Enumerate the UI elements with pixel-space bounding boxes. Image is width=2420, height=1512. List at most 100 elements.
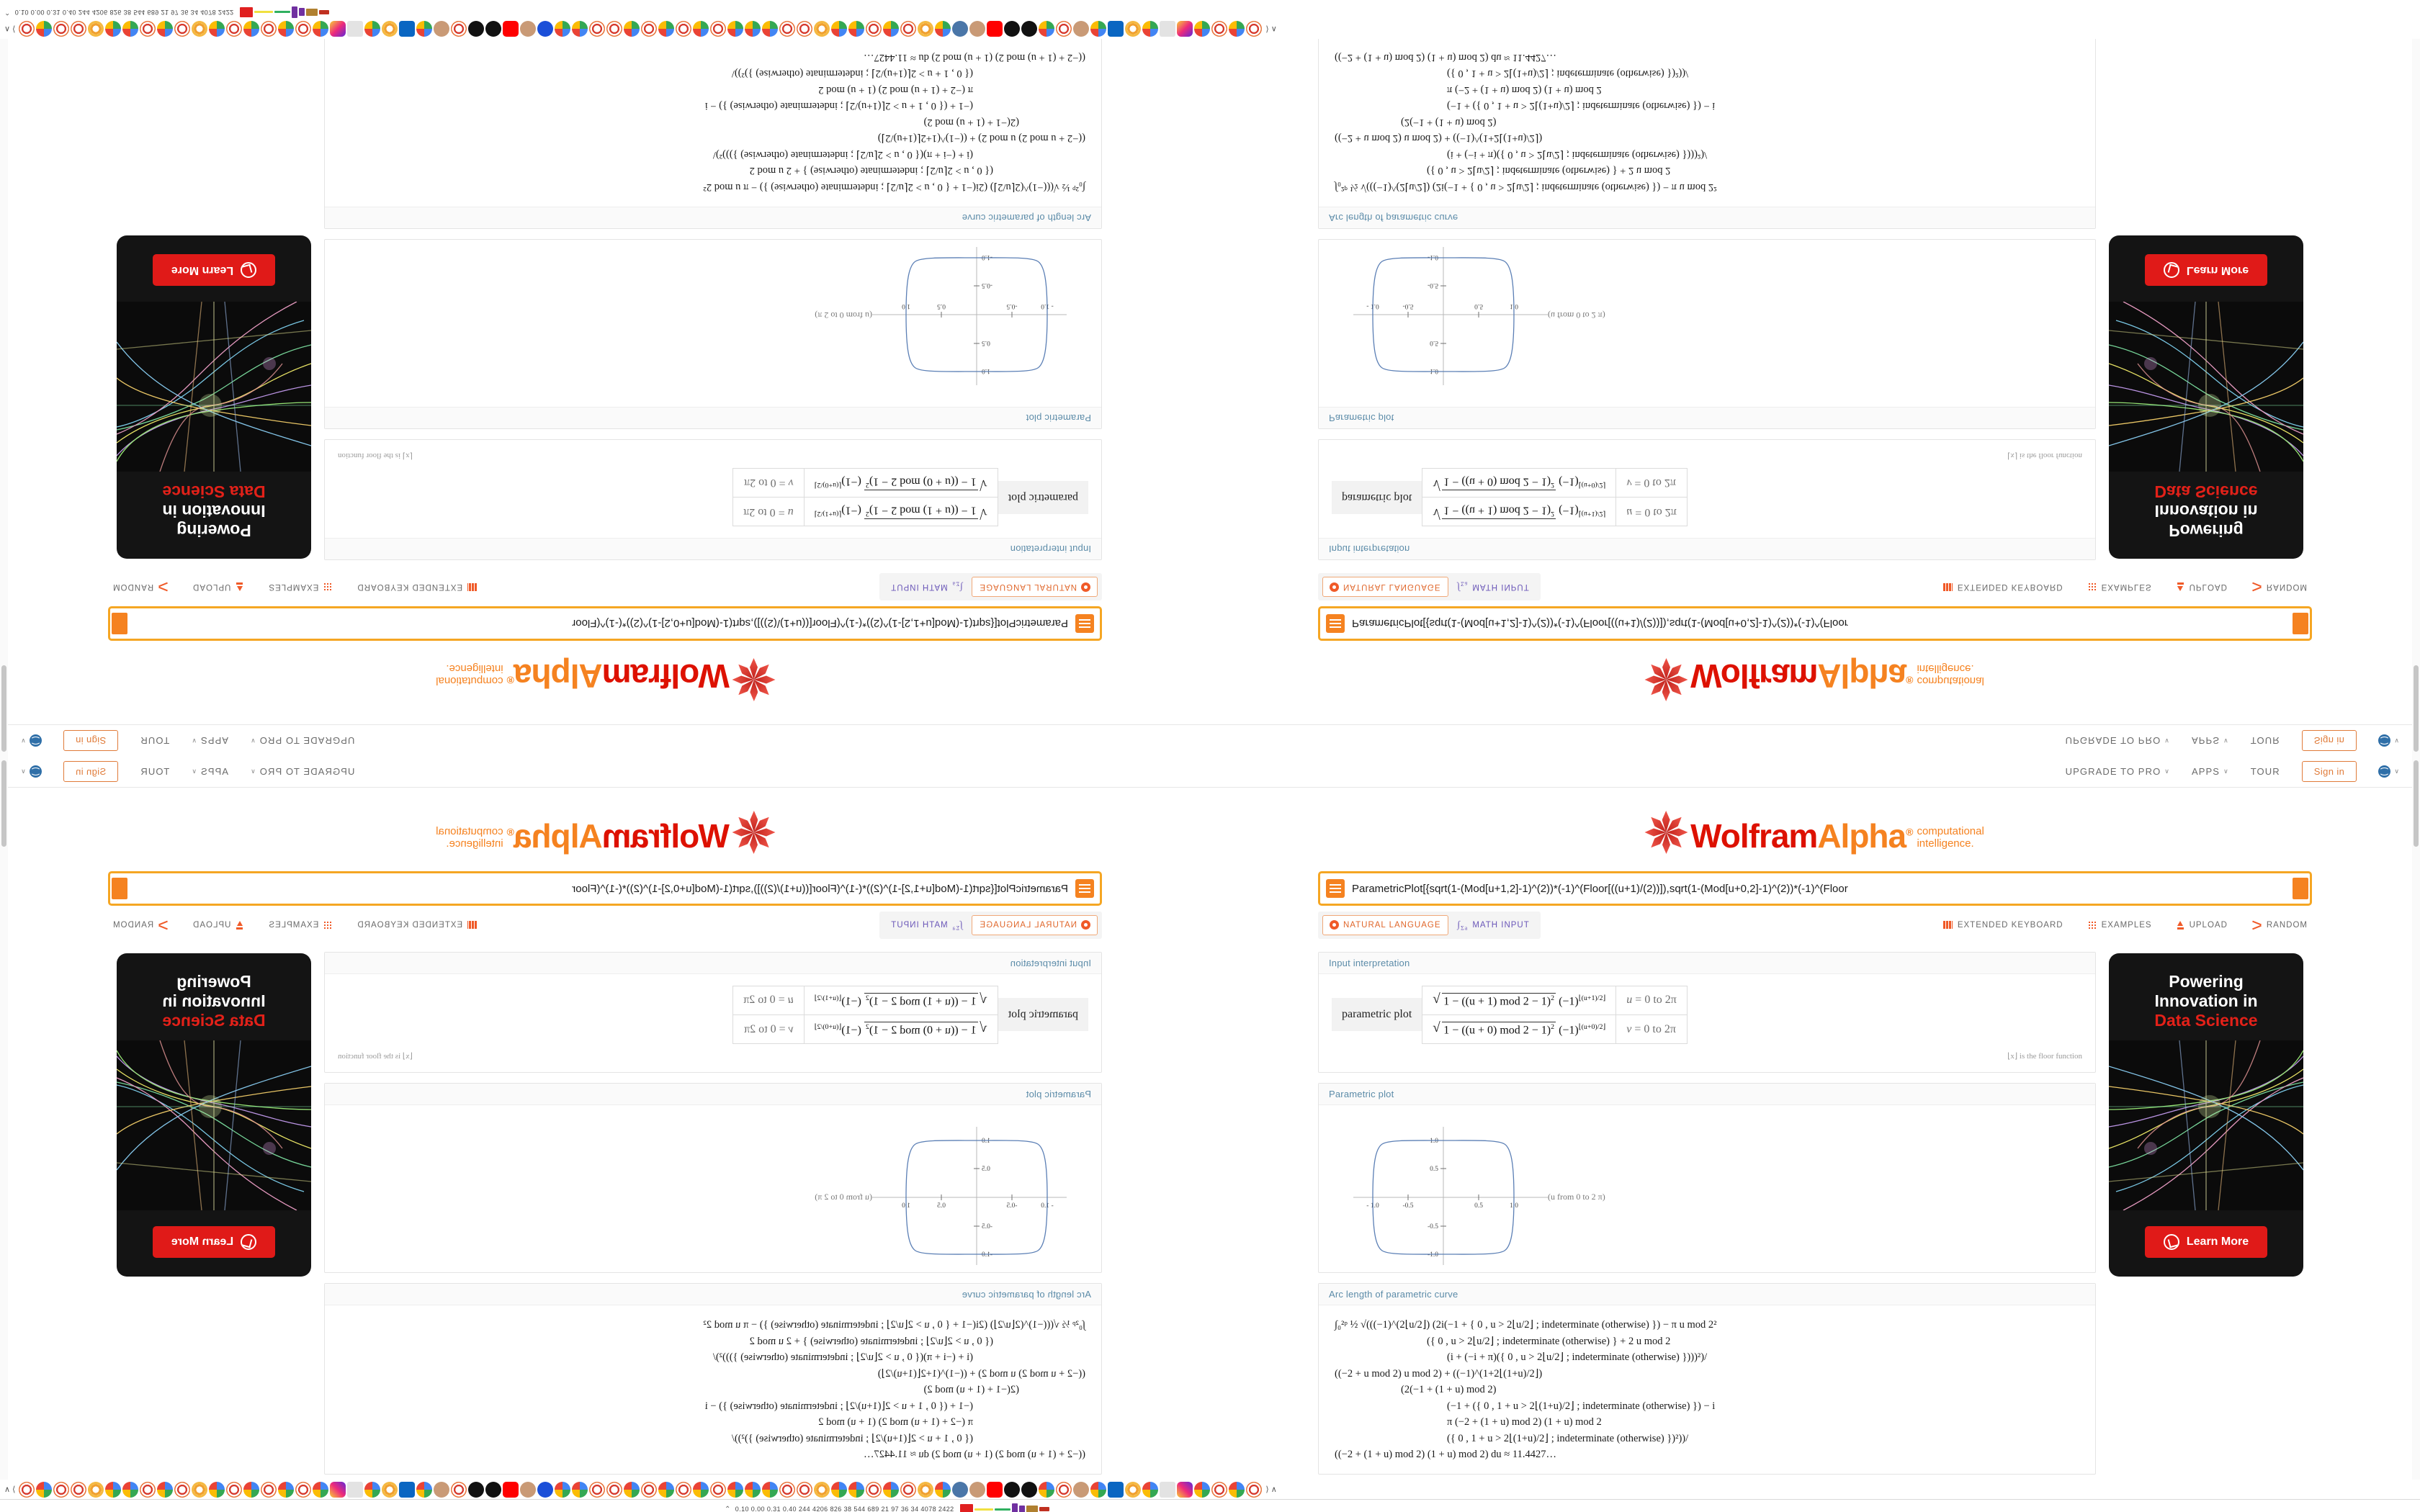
tab-favicon[interactable] <box>1125 1481 1142 1498</box>
tool-extended-keyboard[interactable]: EXTENDED KEYBOARD <box>357 921 478 930</box>
nav-apps[interactable]: APPS ∨ <box>191 735 228 746</box>
search-box[interactable] <box>108 871 1102 906</box>
tab-favicon[interactable] <box>140 1481 156 1498</box>
tab-favicon[interactable] <box>88 21 104 37</box>
language-selector[interactable]: ∨ <box>20 765 42 778</box>
mode-natural-language[interactable]: NATURAL LANGUAGE <box>1322 577 1448 597</box>
tab-favicon[interactable] <box>416 1481 433 1498</box>
tab-favicon[interactable] <box>468 21 485 37</box>
tab-favicon[interactable] <box>1021 21 1038 37</box>
search-submit-button[interactable] <box>112 613 127 634</box>
tab-favicon[interactable] <box>658 21 675 37</box>
language-selector[interactable]: ∨ <box>2378 765 2400 778</box>
nav-tour[interactable]: TOUR <box>2251 766 2280 777</box>
sign-in-button[interactable]: Sign in <box>63 730 119 751</box>
search-input[interactable] <box>1345 617 2293 630</box>
tab-favicon[interactable] <box>1039 1481 1055 1498</box>
tab-favicon[interactable] <box>555 21 571 37</box>
tab-favicon[interactable] <box>140 21 156 37</box>
nav-upgrade-to-pro[interactable]: UPGRADE TO PRO ∨ <box>2066 735 2170 746</box>
tab-favicon[interactable] <box>952 1481 969 1498</box>
tab-favicon[interactable] <box>364 1481 381 1498</box>
tab-favicon[interactable] <box>1125 21 1142 37</box>
tab-favicon[interactable] <box>1073 21 1090 37</box>
tab-scroll-left-icon[interactable]: ∧ ⟨ <box>4 24 16 33</box>
tab-favicon[interactable] <box>1108 21 1124 37</box>
tab-favicon[interactable] <box>122 1481 139 1498</box>
tab-favicon[interactable] <box>278 1481 295 1498</box>
tab-favicon[interactable] <box>848 1481 865 1498</box>
tab-favicon[interactable] <box>243 21 260 37</box>
wolframalpha-logo[interactable]: WolframAlpha® computational intelligence… <box>0 788 1210 871</box>
tab-favicon[interactable] <box>382 1481 398 1498</box>
browser-tab-strip-top[interactable]: ∧ ⟨ ⟩ ∧ <box>0 20 2420 39</box>
tab-favicon[interactable] <box>572 1481 588 1498</box>
equals-menu-icon[interactable] <box>1326 879 1345 898</box>
tab-favicon[interactable] <box>192 1481 208 1498</box>
tab-favicon[interactable] <box>1090 1481 1107 1498</box>
tab-scroll-left-icon[interactable]: ∧ ⟨ <box>4 1485 16 1494</box>
tab-favicon[interactable] <box>399 21 416 37</box>
tab-favicon[interactable] <box>797 1481 813 1498</box>
mode-math-input[interactable]: ∫Σa MATH INPUT <box>1451 915 1536 935</box>
tab-favicon[interactable] <box>641 21 658 37</box>
nav-upgrade-to-pro[interactable]: UPGRADE TO PRO ∨ <box>250 735 354 746</box>
tab-favicon[interactable] <box>330 21 346 37</box>
mode-math-input[interactable]: ∫Σa MATH INPUT <box>1451 577 1536 597</box>
scrollbar-track[interactable] <box>0 22 8 756</box>
tab-favicon[interactable] <box>520 1481 537 1498</box>
mode-natural-language[interactable]: NATURAL LANGUAGE <box>972 915 1098 935</box>
sign-in-button[interactable]: Sign in <box>2301 761 2357 782</box>
learn-more-button[interactable]: Learn More <box>152 254 276 287</box>
tab-favicon[interactable] <box>105 1481 122 1498</box>
tab-favicon[interactable] <box>1211 21 1228 37</box>
tab-favicon[interactable] <box>88 1481 104 1498</box>
search-input[interactable] <box>127 882 1075 895</box>
tab-favicon[interactable] <box>122 21 139 37</box>
tab-favicon[interactable] <box>71 1481 87 1498</box>
tab-favicon[interactable] <box>485 21 502 37</box>
search-box[interactable] <box>108 606 1102 641</box>
nav-apps[interactable]: APPS ∨ <box>2192 766 2229 777</box>
tab-favicon[interactable] <box>1004 1481 1021 1498</box>
tab-favicon[interactable] <box>831 1481 848 1498</box>
tab-favicon[interactable] <box>710 1481 727 1498</box>
tab-favicon[interactable] <box>174 21 191 37</box>
nav-upgrade-to-pro[interactable]: UPGRADE TO PRO ∨ <box>250 766 354 777</box>
tab-favicon[interactable] <box>1177 21 1193 37</box>
tab-favicon[interactable] <box>174 1481 191 1498</box>
tool-upload[interactable]: UPLOAD <box>2177 920 2228 930</box>
tab-favicon[interactable] <box>537 1481 554 1498</box>
tab-favicon[interactable] <box>676 21 692 37</box>
tab-favicon[interactable] <box>727 21 744 37</box>
tab-favicon[interactable] <box>157 1481 174 1498</box>
search-submit-button[interactable] <box>2293 613 2308 634</box>
scrollbar-track[interactable] <box>2412 756 2420 1490</box>
tool-random[interactable]: RANDOM <box>112 921 168 930</box>
tab-strip[interactable]: ∧ ⟨ ⟩ ∧ <box>0 20 2420 39</box>
tab-favicon[interactable] <box>36 1481 53 1498</box>
tool-random[interactable]: RANDOM <box>2252 921 2308 930</box>
tab-favicon[interactable] <box>1229 21 1245 37</box>
search-submit-button[interactable] <box>112 878 127 899</box>
tab-favicon[interactable] <box>918 21 934 37</box>
tab-favicon[interactable] <box>900 21 917 37</box>
tab-favicon[interactable] <box>295 21 312 37</box>
tab-favicon[interactable] <box>866 21 882 37</box>
tab-favicon[interactable] <box>278 21 295 37</box>
tab-favicon[interactable] <box>762 1481 779 1498</box>
tab-favicon[interactable] <box>624 1481 640 1498</box>
sign-in-button[interactable]: Sign in <box>63 761 119 782</box>
tab-favicon[interactable] <box>814 21 830 37</box>
tab-favicon[interactable] <box>831 21 848 37</box>
tab-favicon[interactable] <box>1160 21 1176 37</box>
nav-upgrade-to-pro[interactable]: UPGRADE TO PRO ∨ <box>2066 766 2170 777</box>
tab-scroll-right-icon[interactable]: ⟩ ∧ <box>1265 24 1277 33</box>
tab-favicon[interactable] <box>641 1481 658 1498</box>
tab-favicon[interactable] <box>1160 1481 1176 1498</box>
tab-favicon[interactable] <box>243 1481 260 1498</box>
tab-favicon[interactable] <box>520 21 537 37</box>
tab-favicon[interactable] <box>416 21 433 37</box>
tab-favicon[interactable] <box>606 1481 623 1498</box>
scrollbar-thumb[interactable] <box>1 665 6 752</box>
